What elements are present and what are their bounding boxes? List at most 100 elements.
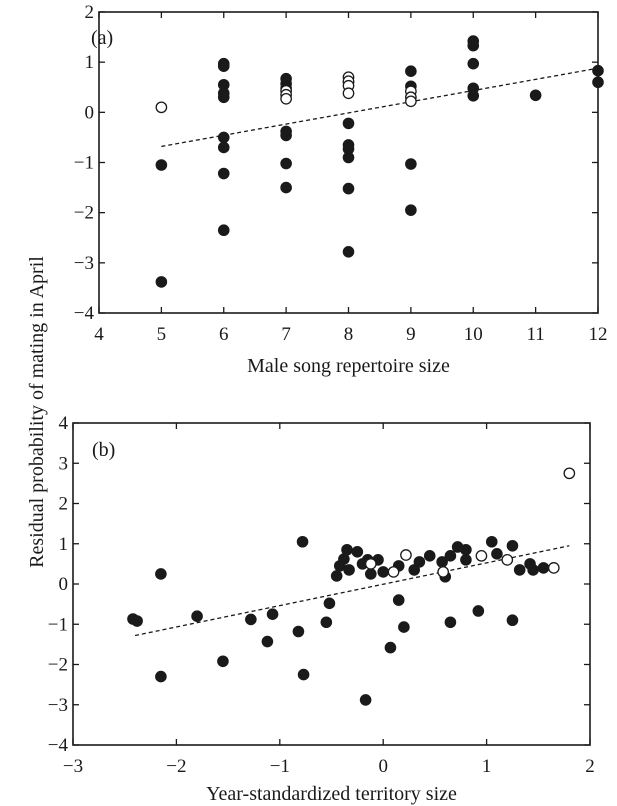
panel-a-filled-point — [467, 89, 480, 102]
panel-a-open-point — [280, 92, 292, 105]
panel-a-filled-point — [405, 65, 417, 77]
panel-a-filled-point — [342, 245, 355, 258]
panel-b-filled-point — [485, 535, 498, 548]
panel-b-y-tick-label: 1 — [59, 534, 69, 555]
panel-b-filled-point — [444, 616, 457, 629]
panel-b-x-tick-label: −3 — [63, 756, 83, 777]
panel-a-filled-point — [405, 158, 417, 170]
panel-a-filled-point — [155, 276, 168, 288]
panel-b-filled-point — [296, 535, 309, 548]
panel-a-y-tick-label: −4 — [74, 303, 95, 324]
panel-a-x-tick-label: 12 — [589, 324, 608, 345]
panel-a-filled-point — [155, 159, 168, 171]
panel-b-filled-point — [266, 608, 279, 620]
panel-b-filled-point — [261, 635, 274, 648]
panel-a-filled-point — [217, 131, 230, 144]
panel-a-filled-point — [280, 157, 292, 170]
panel-b-filled-point — [460, 543, 472, 556]
panel-b-filled-point — [392, 594, 405, 606]
panel-b-open-point — [475, 549, 488, 562]
panel-b-filled-point — [245, 613, 257, 626]
panel-b-filled-point — [217, 655, 229, 668]
panel-b-filled-point — [297, 668, 310, 681]
panel-a-filled-point — [467, 57, 480, 70]
panel-b-filled-point — [506, 539, 519, 552]
panel-a-y-tick-label: −2 — [74, 203, 94, 224]
panel-a-y-tick-label: 0 — [85, 102, 95, 123]
panel-b-filled-point — [359, 694, 372, 706]
panel-b-filled-point — [330, 570, 343, 582]
panel-b-filled-point — [413, 556, 426, 568]
panel-a-open-point — [155, 101, 168, 114]
panel-b-x-tick-label: −1 — [270, 756, 290, 777]
panel-b-filled-point — [491, 548, 503, 560]
panel-a-filled-point — [467, 39, 480, 52]
panel-b-y-tick-label: −3 — [48, 695, 68, 716]
panel-b-filled-point — [155, 670, 167, 683]
panel-b-filled-point — [191, 610, 203, 622]
panel-b-x-tick-label: 1 — [482, 756, 492, 777]
panel-a-x-tick-label: 10 — [464, 324, 483, 345]
panel-a-fit-line — [161, 67, 599, 148]
panel-b-filled-point — [408, 564, 421, 576]
panel-a-open-point — [405, 95, 417, 108]
panel-a-x-tick-label: 9 — [406, 324, 416, 345]
shared-y-axis-title: Residual probability of mating in April — [26, 256, 48, 568]
panel-b-fit-line — [134, 545, 570, 637]
panel-a-filled-point — [217, 91, 230, 104]
panel-b-open-point — [364, 558, 377, 570]
panel-b-y-tick-label: 2 — [59, 494, 69, 515]
panel-b-filled-point — [341, 543, 353, 556]
panel-a-y-tick-label: −3 — [74, 253, 94, 274]
panel-a-filled-point — [529, 89, 542, 102]
panel-a-filled-point — [342, 151, 355, 164]
panel-b-filled-point — [377, 566, 389, 578]
panel-b-filled-point — [384, 641, 397, 654]
panel-a-label: (a) — [91, 27, 113, 49]
panel-a-x-tick-label: 5 — [157, 324, 167, 345]
panel-b-y-tick-label: 4 — [59, 413, 69, 434]
panel-b-filled-point — [320, 616, 333, 629]
panel-a-filled-point — [592, 64, 604, 77]
panel-b-open-point — [400, 549, 412, 561]
panel-b-filled-point — [537, 562, 550, 574]
panel-b-x-tick-label: 0 — [378, 756, 388, 777]
panel-b-filled-point — [364, 568, 377, 580]
panel-b-scatter: −3 −2 −1 0 1 243210−1−2−3−4Year-standardized … — [48, 413, 595, 805]
panel-b-open-point — [547, 562, 560, 574]
panel-b-filled-point — [527, 564, 539, 576]
panel-a-filled-point — [217, 224, 230, 237]
panel-b-filled-point — [131, 615, 143, 627]
panel-b-label: (b) — [92, 439, 115, 461]
panel-b-filled-point — [444, 550, 457, 562]
panel-b-y-tick-label: 0 — [59, 574, 69, 595]
panel-b-filled-point — [513, 564, 526, 576]
panel-b-y-tick-label: 3 — [59, 453, 69, 474]
panel-b-filled-point — [398, 621, 410, 633]
panel-b-y-tick-label: −1 — [48, 614, 68, 635]
panel-a-filled-point — [280, 181, 292, 194]
panel-a-filled-point — [342, 117, 355, 130]
panel-b-x-tick-label: −2 — [166, 756, 186, 777]
panel-a-x-tick-label: 6 — [219, 324, 229, 345]
panel-b-open-point — [563, 467, 576, 480]
panel-b-y-tick-label: −4 — [48, 735, 69, 756]
panel-a-y-tick-label: −1 — [74, 153, 94, 174]
panel-a-y-tick-label: 1 — [85, 52, 95, 73]
panel-b-x-axis-title: Year-standardized territory size — [206, 783, 457, 805]
panel-a-x-tick-label: 8 — [344, 324, 354, 345]
panel-a-filled-point — [342, 182, 355, 195]
panel-b-filled-point — [472, 605, 485, 617]
panel-b-plot-frame — [72, 422, 591, 746]
panel-b-filled-point — [423, 550, 436, 562]
panel-a-filled-point — [280, 129, 292, 142]
panel-a-filled-point — [405, 204, 417, 216]
panel-a-x-tick-label: 4 — [94, 324, 104, 345]
panel-b-filled-point — [460, 554, 472, 566]
panel-b-filled-point — [323, 597, 336, 610]
panel-b-y-tick-label: −2 — [48, 655, 68, 676]
panel-a-x-tick-label: 11 — [526, 324, 544, 345]
panel-b-filled-point — [155, 568, 167, 580]
